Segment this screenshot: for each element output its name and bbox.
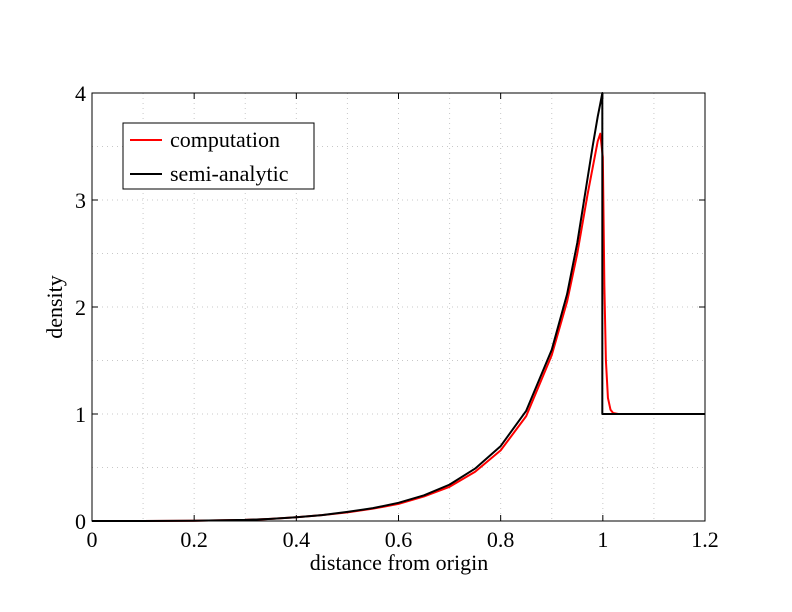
series-line-semi-analytic <box>92 92 705 522</box>
x-tick-label: 1.2 <box>691 527 719 552</box>
y-tick-label: 1 <box>75 402 86 427</box>
x-tick-label: 0 <box>87 527 98 552</box>
legend-label-semi-analytic: semi-analytic <box>170 161 289 186</box>
x-tick-label: 0.4 <box>283 527 311 552</box>
series-line-computation <box>92 132 705 522</box>
y-tick-label: 4 <box>75 81 86 106</box>
y-tick-label: 3 <box>75 188 86 213</box>
legend-label-computation: computation <box>170 127 280 152</box>
x-tick-label: 0.2 <box>180 527 208 552</box>
y-tick-label: 0 <box>75 509 86 534</box>
x-tick-label: 0.6 <box>385 527 413 552</box>
legend-box <box>122 122 315 190</box>
y-tick-label: 2 <box>75 295 86 320</box>
x-axis-label: distance from origin <box>310 550 488 575</box>
x-tick-label: 1 <box>597 527 608 552</box>
x-tick-label: 0.8 <box>487 527 515 552</box>
ticks: 0 0.2 0.4 0.6 0.8 1 1.2 0 1 2 3 4 <box>75 81 719 552</box>
y-axis-label: density <box>42 275 67 339</box>
series-layer <box>92 92 705 522</box>
legend: computation semi-analytic <box>122 122 315 190</box>
